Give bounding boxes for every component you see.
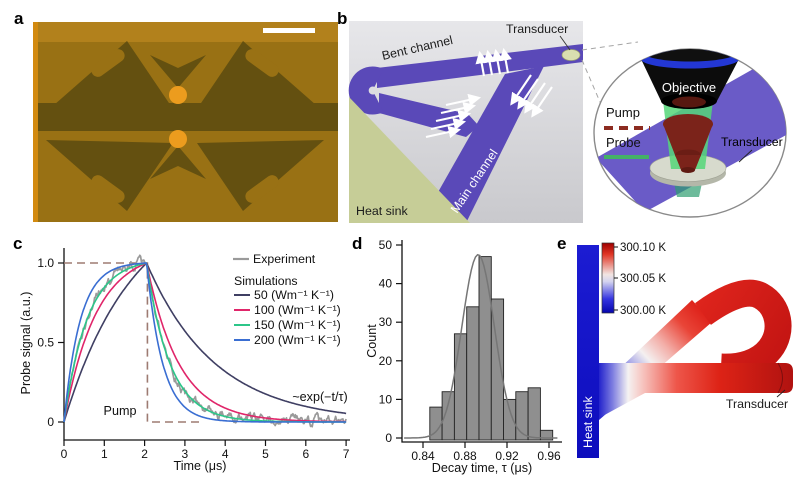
transducer-disc-small xyxy=(561,49,581,61)
heat-sink-label: Heat sink xyxy=(356,204,408,218)
transducer-pointer xyxy=(559,35,571,51)
transducer-boundary xyxy=(777,362,783,394)
svg-text:6: 6 xyxy=(302,447,309,461)
histogram-bar xyxy=(539,429,554,441)
panel-label-c: c xyxy=(13,234,22,253)
simulation-curve xyxy=(63,262,347,423)
panel-label-b: b xyxy=(337,9,347,28)
c-ylabel: Probe signal (a.u.) xyxy=(19,292,33,395)
svg-text:0: 0 xyxy=(385,431,392,445)
histogram-bar xyxy=(453,333,468,441)
svg-text:0.5: 0.5 xyxy=(37,336,54,350)
inset-connector-lines xyxy=(581,41,639,117)
measurement-inset: Objective Pump Probe Transducer xyxy=(593,48,787,218)
panel-c-line-chart: c 0 1 2 3 4 5 6 7 1.0 0.5 0 Experiment Simulations5… xyxy=(13,234,350,473)
e-heat-sink-label: Heat sink xyxy=(581,396,595,448)
channel-loop-slots xyxy=(91,49,279,203)
pump-label: Pump xyxy=(606,105,640,120)
colorbar-mid-label: 300.05 K xyxy=(620,273,666,285)
histogram-bar xyxy=(503,398,517,441)
simulation-curve xyxy=(63,262,347,423)
histogram-bar xyxy=(490,298,505,441)
svg-text:2: 2 xyxy=(141,447,148,461)
probe-label: Probe xyxy=(606,135,641,150)
pump-beam-cone xyxy=(663,114,713,173)
svg-text:1.0: 1.0 xyxy=(37,256,54,270)
legend-entry: 150 (Wm⁻¹ K⁻¹) xyxy=(254,318,341,332)
d-bars xyxy=(404,253,558,441)
panel-b-schematic: b Bent channel Transducer Main xyxy=(337,9,787,223)
exp-decay-annotation: ~exp(−t/τ) xyxy=(292,390,347,404)
transducer-label: Transducer xyxy=(506,22,568,36)
histogram-bar xyxy=(527,387,541,441)
pump-pulse-line xyxy=(64,262,202,423)
legend-entry: 50 (Wm⁻¹ K⁻¹) xyxy=(254,288,334,302)
etched-channel-pattern xyxy=(38,41,338,211)
simulation-curve xyxy=(63,262,347,423)
legend-entry: 100 (Wm⁻¹ K⁻¹) xyxy=(254,303,341,317)
svg-text:1: 1 xyxy=(101,447,108,461)
svg-text:3: 3 xyxy=(182,447,189,461)
svg-text:0.88: 0.88 xyxy=(453,449,477,463)
svg-text:10: 10 xyxy=(379,392,393,406)
svg-text:5: 5 xyxy=(262,447,269,461)
e-transducer-label: Transducer xyxy=(726,397,788,411)
svg-text:0.84: 0.84 xyxy=(411,449,435,463)
histogram-bar xyxy=(466,306,480,441)
histogram-bar xyxy=(478,256,492,441)
c-curves xyxy=(63,254,347,428)
svg-text:7: 7 xyxy=(343,447,350,461)
panel-d-histogram: d 0.84 0.88 0.92 0.96 0 10 20 30 40 50 Count Deca… xyxy=(352,234,562,475)
colorbar-max-label: 300.10 K xyxy=(620,242,666,254)
panel-label-a: a xyxy=(14,9,24,28)
temperature-colorbar xyxy=(601,242,615,314)
transducer-dot-top xyxy=(169,86,187,104)
panel-e-temperature-map: e Heat sink 300.10 K 300.05 K 300.00 K T… xyxy=(557,234,793,458)
panel-label-d: d xyxy=(352,234,362,253)
scale-bar xyxy=(263,28,315,33)
svg-text:50: 50 xyxy=(379,238,393,252)
colorbar-min-label: 300.00 K xyxy=(620,305,666,317)
transducer-dot-bottom xyxy=(169,130,187,148)
c-axis-ticks: 0 1 2 3 4 5 6 7 1.0 0.5 0 xyxy=(37,256,349,461)
inset-transducer-pointer xyxy=(738,149,753,163)
svg-text:0.92: 0.92 xyxy=(495,449,519,463)
svg-text:30: 30 xyxy=(379,315,393,329)
main-channel-arm xyxy=(599,363,793,418)
c-xlabel: Time (μs) xyxy=(174,459,227,473)
e-transducer-pointer xyxy=(776,389,786,398)
objective-body xyxy=(641,59,739,101)
heat-sink-bar xyxy=(577,245,599,458)
d-axes xyxy=(401,240,562,443)
panel-a-micrograph: a xyxy=(14,9,338,222)
svg-text:0.96: 0.96 xyxy=(537,449,561,463)
heat-sink-block xyxy=(349,97,470,223)
objective-label: Objective xyxy=(662,80,716,95)
legend-experiment: Experiment xyxy=(253,252,316,266)
legend-entry: 200 (Wm⁻¹ K⁻¹) xyxy=(254,333,341,347)
svg-text:0: 0 xyxy=(61,447,68,461)
svg-text:4: 4 xyxy=(222,447,229,461)
svg-text:40: 40 xyxy=(379,277,393,291)
d-axis-ticks: 0.84 0.88 0.92 0.96 0 10 20 30 40 50 xyxy=(379,238,561,463)
colorbar-ticks xyxy=(614,246,618,311)
d-ylabel: Count xyxy=(365,324,379,358)
d-xlabel: Decay time, τ (μs) xyxy=(432,461,532,475)
channel-loop xyxy=(695,279,792,381)
svg-text:0: 0 xyxy=(47,415,54,429)
phonon-flow-arrows xyxy=(425,47,553,139)
gaussian-fit-curve xyxy=(404,253,558,439)
inset-transducer-label: Transducer xyxy=(721,135,783,149)
legend-header: Simulations xyxy=(234,274,298,288)
bent-channel-u-turn xyxy=(348,66,384,115)
svg-text:20: 20 xyxy=(379,354,393,368)
pump-annotation: Pump xyxy=(104,404,137,418)
panel-label-e: e xyxy=(557,234,566,253)
